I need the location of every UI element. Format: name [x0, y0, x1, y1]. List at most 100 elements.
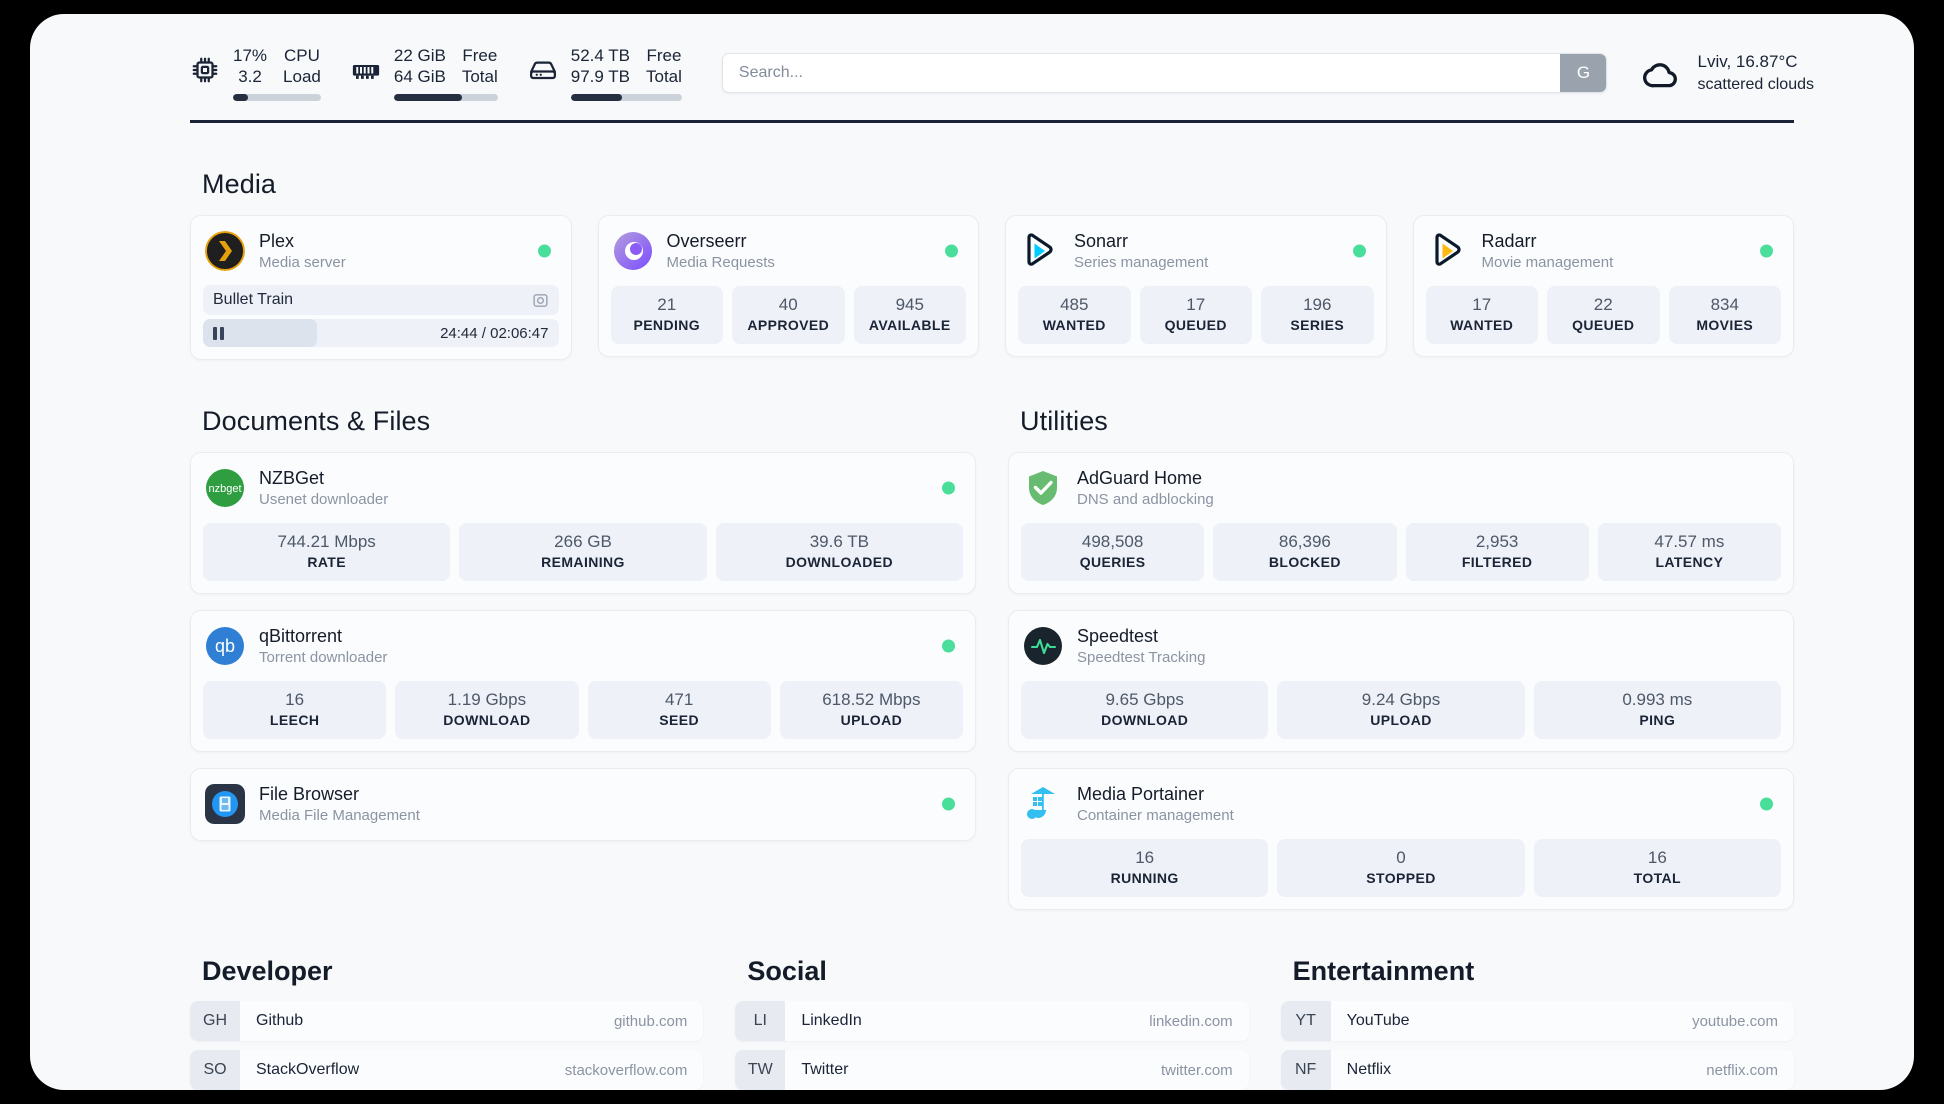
stat-label: STOPPED	[1366, 870, 1436, 886]
service-card-sonarr[interactable]: Sonarr Series management 485 WANTED 17 Q…	[1005, 215, 1387, 357]
cpu-usage-bar	[233, 94, 321, 101]
stat-label: FILTERED	[1461, 554, 1533, 570]
memory-icon	[351, 55, 381, 85]
stat-value: 9.65 Gbps	[1105, 690, 1184, 709]
weather-widget: Lviv, 16.87°C scattered clouds	[1641, 52, 1814, 94]
qbittorrent-icon: qb	[205, 626, 245, 666]
stat-tile: 744.21 Mbps RATE	[203, 523, 451, 581]
bookmark-group-developer: Developer GH Github github.com SO StackO…	[190, 956, 704, 1090]
card-header: Radarr Movie management	[1426, 227, 1782, 275]
cpu-load-label: Load	[283, 67, 321, 86]
now-playing-title: Bullet Train	[213, 291, 294, 308]
bookmark-url: github.com	[613, 1012, 688, 1030]
scattered-clouds-icon	[1641, 52, 1683, 94]
bookmark-item[interactable]: YT YouTube youtube.com	[1280, 1001, 1794, 1041]
search-engine-button[interactable]: G	[1560, 54, 1607, 92]
dashboard-page: 17% 3.2 CPU Load	[30, 14, 1914, 1090]
service-card-adguard[interactable]: AdGuard Home DNS and adblocking 498,508 …	[1008, 452, 1794, 594]
stat-value: 618.52 Mbps	[822, 690, 921, 709]
bookmark-item[interactable]: SO StackOverflow stackoverflow.com	[190, 1050, 704, 1090]
service-card-filebrowser[interactable]: File Browser Media File Management	[190, 768, 976, 841]
cpu-usage-value: 17%	[233, 46, 268, 65]
search-input[interactable]	[722, 64, 1561, 82]
radarr-icon	[1428, 231, 1468, 271]
playback-progress-bar[interactable]: 24:44 / 02:06:47	[203, 319, 559, 347]
status-badge	[537, 244, 551, 258]
stat-label: WANTED	[1042, 317, 1106, 333]
service-card-overseerr[interactable]: Overseerr Media Requests 21 PENDING 40 A…	[597, 215, 979, 357]
section-title-utilities: Utilities	[1020, 406, 1108, 436]
card-header: nzbget NZBGet Usenet downloader	[203, 464, 963, 512]
service-name: Plex	[259, 231, 295, 251]
bookmark-item[interactable]: GH Github github.com	[190, 1001, 704, 1041]
service-description: Media File Management	[259, 807, 420, 824]
service-name: File Browser	[259, 784, 360, 804]
stat-value: 1.19 Gbps	[447, 690, 527, 709]
bookmark-abbr: SO	[190, 1050, 240, 1090]
memory-total-value: 64 GiB	[393, 67, 446, 86]
bookmark-group-entertainment: Entertainment YT YouTube youtube.com NF …	[1280, 956, 1794, 1090]
bookmark-url: youtube.com	[1692, 1012, 1778, 1030]
service-card-plex[interactable]: Plex Media server Bullet Train	[190, 215, 572, 360]
bookmarks-section: Developer GH Github github.com SO StackO…	[190, 956, 1794, 1090]
stat-tile: 945 AVAILABLE	[853, 286, 966, 344]
stat-label: REMAINING	[541, 554, 625, 570]
bookmark-url: linkedin.com	[1149, 1012, 1233, 1030]
service-card-radarr[interactable]: Radarr Movie management 17 WANTED 22 QUE…	[1412, 215, 1794, 357]
status-badge	[942, 639, 955, 653]
stat-value: 2,953	[1475, 532, 1519, 551]
service-card-portainer[interactable]: Media Portainer Container management 16 …	[1008, 768, 1794, 910]
service-name: NZBGet	[259, 468, 325, 488]
resource-widget-memory: 22 GiB 64 GiB Free Total	[351, 45, 498, 101]
lower-sections: Documents & Files nzbget NZBGet Usenet d…	[190, 360, 1794, 910]
bookmark-abbr: YT	[1280, 1001, 1331, 1041]
section-title-media: Media	[202, 169, 277, 199]
stat-label: PENDING	[633, 317, 701, 333]
disk-value-column: 52.4 TB 97.9 TB	[571, 45, 630, 87]
card-header: Plex Media server	[203, 227, 559, 275]
stat-value: 485	[1060, 295, 1089, 314]
stat-tile: 196 SERIES	[1261, 286, 1374, 344]
cpu-label-column: CPU Load	[283, 45, 321, 87]
bookmark-name: LinkedIn	[801, 1012, 862, 1029]
stat-tile: 9.24 Gbps UPLOAD	[1277, 681, 1525, 739]
disk-usage-bar	[570, 94, 682, 101]
bookmark-item[interactable]: TW Twitter twitter.com	[735, 1050, 1249, 1090]
pause-icon[interactable]	[213, 326, 224, 340]
service-card-qbittorrent[interactable]: qb qBittorrent Torrent downloader 16 LEE…	[190, 610, 976, 752]
disk-label-column: Free Total	[646, 45, 682, 87]
card-header: File Browser Media File Management	[203, 780, 963, 828]
bookmark-name: Netflix	[1346, 1061, 1392, 1078]
stat-label: AVAILABLE	[868, 317, 951, 333]
stat-tile: 485 WANTED	[1018, 286, 1131, 344]
documents-column: Documents & Files nzbget NZBGet Usenet d…	[190, 360, 976, 910]
playback-time: 24:44 / 02:06:47	[440, 324, 549, 342]
bookmark-item[interactable]: LI LinkedIn linkedin.com	[735, 1001, 1249, 1041]
stat-value: 47.57 ms	[1654, 532, 1725, 551]
stats-row: 16 RUNNING 0 STOPPED 16 TOTAL	[1021, 839, 1781, 897]
stat-value: 471	[664, 690, 694, 709]
search-bar[interactable]: G	[721, 53, 1608, 93]
stat-label: SEED	[659, 712, 699, 728]
status-badge	[1352, 244, 1366, 258]
weather-location-temp: Lviv, 16.87°C	[1697, 52, 1798, 71]
stats-row: 16 LEECH 1.19 Gbps DOWNLOAD 471 SEED 618…	[203, 681, 963, 739]
bookmark-item[interactable]: NF Netflix netflix.com	[1280, 1050, 1794, 1090]
header-divider	[190, 120, 1794, 123]
cast-icon[interactable]	[532, 292, 549, 309]
bookmark-abbr: TW	[735, 1050, 786, 1090]
overseerr-icon	[613, 231, 653, 271]
media-card-row: Plex Media server Bullet Train	[190, 215, 1794, 360]
service-card-speedtest[interactable]: Speedtest Speedtest Tracking 9.65 Gbps D…	[1008, 610, 1794, 752]
stat-value: 0	[1396, 848, 1406, 867]
bookmark-name: Github	[256, 1012, 304, 1029]
disk-total-label: Total	[646, 67, 682, 86]
bookmark-name: YouTube	[1346, 1012, 1410, 1029]
cpu-label: CPU	[283, 46, 320, 65]
speedtest-icon	[1023, 626, 1063, 666]
stat-label: QUERIES	[1079, 554, 1146, 570]
service-card-nzbget[interactable]: nzbget NZBGet Usenet downloader 744.21 M…	[190, 452, 976, 594]
stat-label: APPROVED	[747, 317, 830, 333]
stat-value: 834	[1710, 295, 1739, 314]
bookmark-url: stackoverflow.com	[564, 1061, 688, 1079]
